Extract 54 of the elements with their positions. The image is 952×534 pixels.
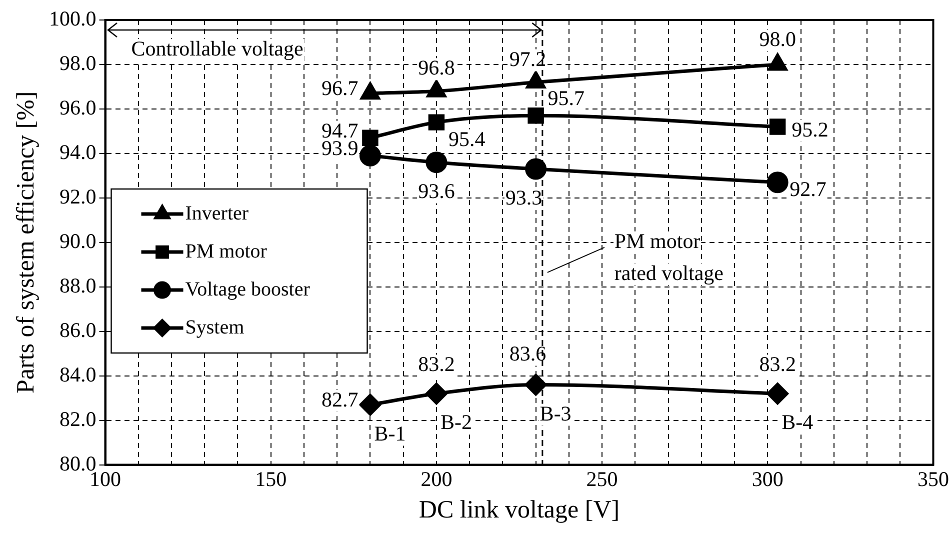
data-label: 96.7 <box>321 76 358 100</box>
x-tick-label: 250 <box>586 466 618 491</box>
point <box>362 130 378 146</box>
x-axis-title: DC link voltage [V] <box>418 496 620 524</box>
data-label: 97.2 <box>509 46 546 71</box>
y-tick-label: 84.0 <box>60 362 96 386</box>
point <box>426 382 448 404</box>
y-tick-label: 96.0 <box>60 95 96 120</box>
data-label: 94.7 <box>321 118 358 142</box>
data-label: 92.7 <box>790 176 826 201</box>
legend-label: Inverter <box>185 202 249 224</box>
y-axis-title: Parts of system efficiency [%] <box>12 91 40 394</box>
annotation: B-4 <box>782 410 814 434</box>
data-label: 95.2 <box>792 117 828 142</box>
y-tick-label: 94.0 <box>60 140 96 164</box>
point <box>428 114 445 130</box>
y-tick-label: 100.0 <box>49 6 96 31</box>
annotation: B-2 <box>440 410 472 434</box>
y-tick-label: 90.0 <box>60 228 96 253</box>
data-label: 83.2 <box>418 352 455 376</box>
point <box>769 118 786 135</box>
data-label: 82.7 <box>321 387 358 412</box>
data-label: 95.4 <box>448 126 486 151</box>
point <box>359 394 381 416</box>
data-label: 95.7 <box>548 86 585 110</box>
y-tick-label: 92.0 <box>60 184 96 208</box>
annotation: Controllable voltage <box>131 36 304 61</box>
point <box>766 172 788 194</box>
y-tick-label: 88.0 <box>60 273 96 298</box>
x-tick-label: 200 <box>420 466 452 491</box>
legend-label: System <box>185 316 245 338</box>
data-label: 83.2 <box>759 352 796 376</box>
point <box>359 144 381 166</box>
point <box>525 158 547 180</box>
x-tick-label: 300 <box>752 466 784 491</box>
data-label: 93.6 <box>418 178 455 203</box>
point <box>525 374 547 396</box>
data-label: 83.6 <box>509 341 546 366</box>
point <box>766 382 788 404</box>
point <box>426 152 448 174</box>
annotation: B-1 <box>374 421 406 446</box>
legend-label: Voltage booster <box>185 278 310 300</box>
x-tick-label: 150 <box>255 466 287 491</box>
y-tick-label: 82.0 <box>60 406 96 431</box>
data-label: 93.3 <box>505 186 542 210</box>
point <box>528 108 544 124</box>
y-tick-label: 86.0 <box>60 318 96 342</box>
x-tick-label: 350 <box>918 466 949 491</box>
ref-line-label: PM motor rated voltage <box>614 228 724 285</box>
y-tick-label: 98.0 <box>60 50 96 75</box>
annotation: B-3 <box>540 401 572 426</box>
data-label: 98.0 <box>759 26 796 51</box>
legend-label: PM motor <box>185 240 268 262</box>
data-label: 96.8 <box>418 56 455 80</box>
